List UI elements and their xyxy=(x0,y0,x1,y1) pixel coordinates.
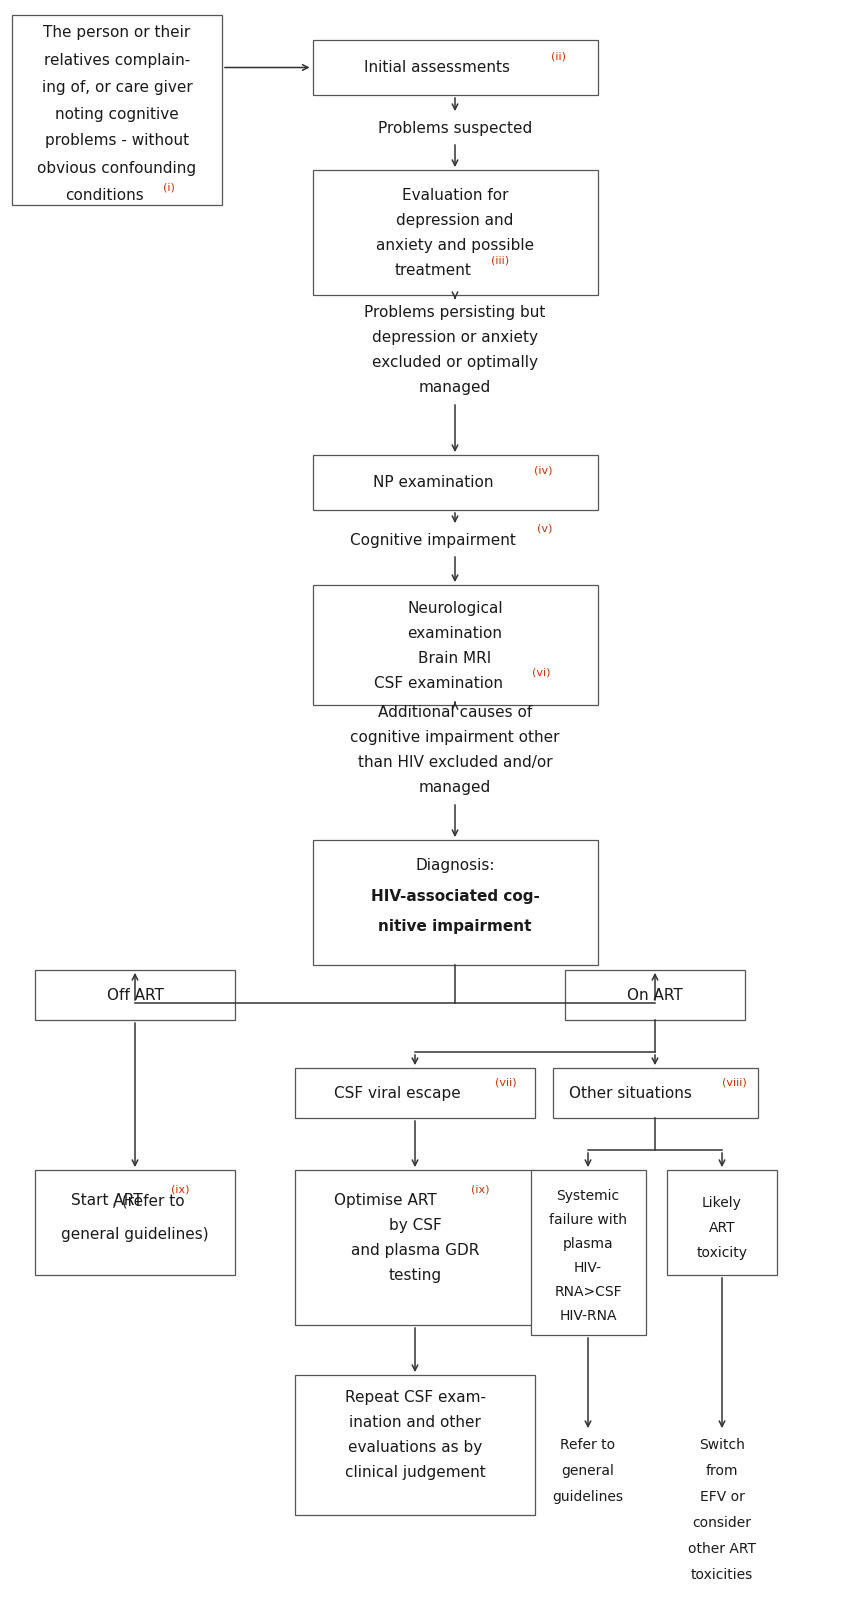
Text: CSF examination: CSF examination xyxy=(373,676,503,691)
Text: NP examination: NP examination xyxy=(373,475,493,489)
FancyBboxPatch shape xyxy=(531,1170,646,1335)
FancyBboxPatch shape xyxy=(565,969,745,1021)
Text: managed: managed xyxy=(419,779,491,794)
Text: EFV or: EFV or xyxy=(699,1489,745,1504)
FancyBboxPatch shape xyxy=(667,1170,777,1275)
Text: other ART: other ART xyxy=(688,1542,756,1555)
Text: depression and: depression and xyxy=(396,213,514,229)
Text: by CSF: by CSF xyxy=(389,1219,441,1233)
Text: anxiety and possible: anxiety and possible xyxy=(376,238,534,253)
Text: cognitive impairment other: cognitive impairment other xyxy=(350,729,560,744)
Text: ination and other: ination and other xyxy=(349,1415,481,1430)
Text: Diagnosis:: Diagnosis: xyxy=(415,858,495,873)
Text: guidelines: guidelines xyxy=(552,1489,624,1504)
Text: from: from xyxy=(705,1463,738,1478)
Text: ART: ART xyxy=(709,1220,735,1235)
Text: Off ART: Off ART xyxy=(106,987,164,1003)
Text: Initial assessments: Initial assessments xyxy=(364,60,510,76)
Text: nitive impairment: nitive impairment xyxy=(378,919,532,934)
Text: Other situations: Other situations xyxy=(568,1085,692,1101)
Text: Refer to: Refer to xyxy=(561,1438,615,1452)
Text: (vi): (vi) xyxy=(532,667,550,676)
Text: HIV-associated cog-: HIV-associated cog- xyxy=(371,889,539,903)
Text: CSF viral escape: CSF viral escape xyxy=(334,1085,460,1101)
Text: HIV-: HIV- xyxy=(574,1261,602,1275)
Text: ing of, or care giver: ing of, or care giver xyxy=(42,79,193,95)
Text: treatment: treatment xyxy=(394,262,471,279)
Text: Likely: Likely xyxy=(702,1196,742,1209)
Text: noting cognitive: noting cognitive xyxy=(55,106,179,121)
FancyBboxPatch shape xyxy=(313,840,597,964)
Text: consider: consider xyxy=(693,1517,751,1530)
FancyBboxPatch shape xyxy=(35,969,235,1021)
Text: general: general xyxy=(561,1463,614,1478)
Text: and plasma GDR: and plasma GDR xyxy=(351,1243,479,1257)
Text: Evaluation for: Evaluation for xyxy=(402,188,509,203)
Text: (ix): (ix) xyxy=(471,1185,490,1195)
Text: (vii): (vii) xyxy=(495,1077,516,1087)
FancyBboxPatch shape xyxy=(295,1375,535,1515)
FancyBboxPatch shape xyxy=(313,584,597,705)
FancyBboxPatch shape xyxy=(295,1170,535,1325)
Text: failure with: failure with xyxy=(549,1212,627,1227)
Text: Brain MRI: Brain MRI xyxy=(418,650,492,665)
Text: , (refer to: , (refer to xyxy=(112,1193,184,1208)
Text: (ix): (ix) xyxy=(171,1185,189,1195)
Text: (iii): (iii) xyxy=(491,256,509,266)
FancyBboxPatch shape xyxy=(313,171,597,295)
Text: managed: managed xyxy=(419,380,491,394)
Text: (iv): (iv) xyxy=(534,465,552,475)
FancyBboxPatch shape xyxy=(313,40,597,95)
FancyBboxPatch shape xyxy=(295,1067,535,1117)
Text: testing: testing xyxy=(389,1269,441,1283)
FancyBboxPatch shape xyxy=(313,456,597,510)
Text: Start ART: Start ART xyxy=(72,1193,143,1208)
Text: The person or their: The person or their xyxy=(43,26,191,40)
Text: than HIV excluded and/or: than HIV excluded and/or xyxy=(358,755,552,770)
FancyBboxPatch shape xyxy=(552,1067,757,1117)
Text: Problems suspected: Problems suspected xyxy=(378,121,532,135)
Text: relatives complain-: relatives complain- xyxy=(43,53,190,68)
Text: On ART: On ART xyxy=(627,987,682,1003)
Text: (viii): (viii) xyxy=(722,1077,746,1087)
Text: Optimise ART: Optimise ART xyxy=(334,1193,436,1208)
Text: general guidelines): general guidelines) xyxy=(61,1227,209,1241)
FancyBboxPatch shape xyxy=(35,1170,235,1275)
Text: RNA>CSF: RNA>CSF xyxy=(554,1285,622,1299)
Text: Cognitive impairment: Cognitive impairment xyxy=(350,533,516,547)
Text: Problems persisting but: Problems persisting but xyxy=(365,304,545,319)
Text: Switch: Switch xyxy=(699,1438,745,1452)
Text: HIV-RNA: HIV-RNA xyxy=(559,1309,617,1322)
Text: clinical judgement: clinical judgement xyxy=(344,1465,486,1480)
Text: examination: examination xyxy=(407,626,503,641)
Text: (i): (i) xyxy=(163,184,175,193)
Text: toxicity: toxicity xyxy=(696,1246,747,1259)
Text: excluded or optimally: excluded or optimally xyxy=(372,354,538,370)
Text: conditions: conditions xyxy=(66,187,144,203)
Text: problems - without: problems - without xyxy=(45,134,189,148)
Text: Neurological: Neurological xyxy=(407,601,503,615)
Text: (ii): (ii) xyxy=(551,52,566,61)
FancyBboxPatch shape xyxy=(12,14,222,204)
Text: evaluations as by: evaluations as by xyxy=(348,1439,482,1454)
Text: Repeat CSF exam-: Repeat CSF exam- xyxy=(344,1389,486,1404)
Text: plasma: plasma xyxy=(562,1236,613,1251)
Text: depression or anxiety: depression or anxiety xyxy=(372,330,538,345)
Text: (v): (v) xyxy=(537,523,552,533)
Text: obvious confounding: obvious confounding xyxy=(37,161,197,175)
Text: Additional causes of: Additional causes of xyxy=(378,705,532,720)
Text: toxicities: toxicities xyxy=(691,1568,753,1583)
Text: Systemic: Systemic xyxy=(556,1188,619,1203)
